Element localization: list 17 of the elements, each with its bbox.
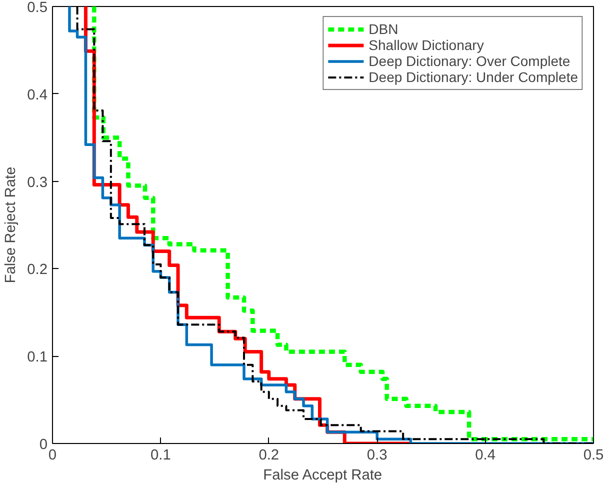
legend-label: Deep Dictionary: Under Complete [368,69,578,85]
y-axis-title: False Reject Rate [3,166,20,284]
x-tick-label: 0.3 [366,448,388,464]
x-tick-label: 0.1 [150,448,171,464]
legend-label: Shallow Dictionary [368,37,484,53]
legend-label: Deep Dictionary: Over Complete [368,53,570,69]
y-tick-label: 0.5 [27,0,48,16]
y-tick-label: 0 [39,437,48,453]
y-tick-label: 0.4 [27,87,48,104]
x-tick-label: 0.4 [475,448,496,464]
x-axis-title: False Accept Rate [263,468,382,484]
x-tick-label: 0.5 [583,448,604,464]
x-tick-label: 0.2 [258,448,280,464]
y-tick-label: 0.2 [27,262,48,278]
legend-label: DBN [368,21,398,37]
y-tick-label: 0.1 [27,350,48,366]
y-tick-label: 0.3 [27,174,48,191]
